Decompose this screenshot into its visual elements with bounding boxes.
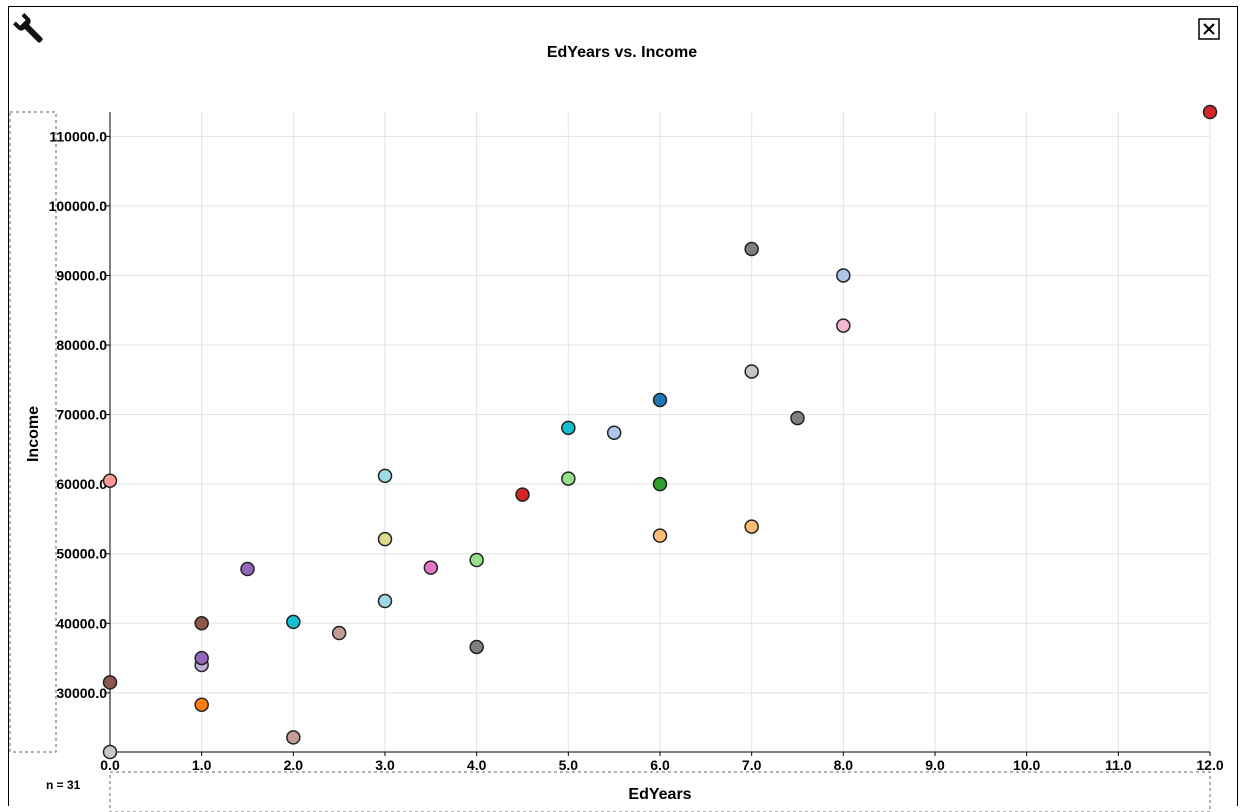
y-tick-label: 70000.0 [56,407,107,423]
x-tick-label: 10.0 [1013,757,1040,773]
chart-title: EdYears vs. Income [546,44,698,61]
x-tick-label: 3.0 [375,757,395,773]
x-tick-label: 2.0 [284,757,304,773]
data-point [652,528,668,543]
y-tick-label: 50000.0 [56,546,107,562]
x-tick-label: 12.0 [1196,757,1223,773]
x-tick-labels: 0.0 1.0 2.0 3.0 4.0 5.0 6.0 7.0 8.0 9.0 10.0 11.0 12… [100,752,1224,773]
data-point [836,318,851,333]
y-tick-label: 30000.0 [56,685,107,701]
close-icon[interactable] [1198,18,1220,40]
x-tick-label: 1.0 [192,757,212,773]
data-point [102,675,118,690]
y-tick-label: 100000.0 [49,198,108,214]
y-tick-label: 80000.0 [56,337,107,353]
x-tick-label: 6.0 [650,757,670,773]
x-tick-label: 4.0 [467,757,487,773]
x-tick-label: 0.0 [100,757,120,773]
data-points [102,104,1218,760]
data-point [469,639,484,655]
sample-count-label: n = 31 [46,778,81,792]
data-point [744,241,759,257]
data-point [652,476,668,492]
data-point [836,268,851,283]
data-point [790,410,805,426]
data-point [561,420,576,436]
data-point [515,487,530,502]
x-axis-label: EdYears [628,786,692,803]
y-tick-label: 60000.0 [56,476,107,492]
data-point [194,616,209,631]
data-point [652,392,668,408]
data-point [240,561,255,577]
data-point [1202,104,1218,120]
data-point [286,614,301,630]
data-point [744,364,759,379]
y-tick-label: 110000.0 [49,128,107,144]
data-point [606,425,622,440]
data-point [423,560,439,575]
y-axis-label: Income [25,405,42,463]
data-point [744,519,759,534]
data-point [102,744,118,760]
data-point [561,471,576,486]
wrench-icon[interactable] [12,12,48,48]
data-point [194,697,209,712]
data-point [377,468,393,484]
y-tick-labels: 30000.0 40000.0 50000.0 60000.0 70000.0 80000… [49,128,110,701]
y-axis-drag-region [9,111,57,753]
data-point [286,730,301,745]
y-tick-label: 40000.0 [56,615,107,631]
x-tick-label: 5.0 [559,757,579,773]
data-point [102,473,118,488]
x-tick-label: 11.0 [1105,757,1132,773]
x-tick-label: 7.0 [742,757,762,773]
data-point [469,552,484,568]
data-point [331,625,347,641]
data-point [194,650,209,666]
x-tick-label: 8.0 [834,757,854,773]
data-point [377,593,393,609]
grid [109,112,1211,752]
chart-window-frame [8,6,1238,806]
y-tick-label: 90000.0 [56,267,107,283]
x-tick-label: 9.0 [925,757,945,773]
data-point [377,531,393,547]
